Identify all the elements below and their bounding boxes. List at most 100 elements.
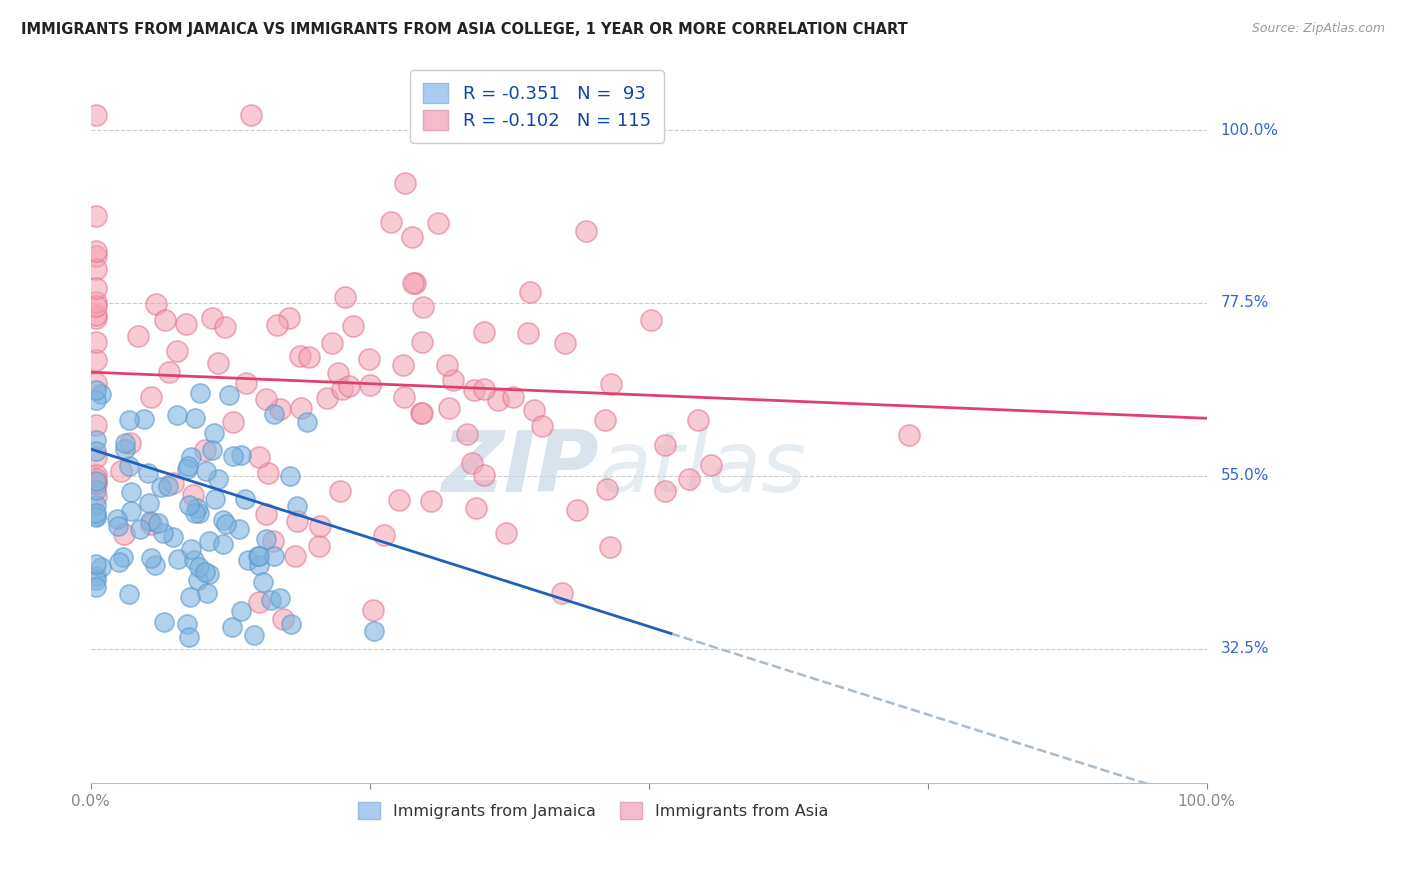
Point	[84, 474, 107, 488]
Point	[599, 376, 621, 391]
Point	[517, 326, 540, 340]
Point	[285, 499, 308, 513]
Point	[180, 450, 202, 464]
Point	[84, 467, 107, 482]
Point	[436, 358, 458, 372]
Point	[145, 297, 167, 311]
Point	[84, 262, 107, 277]
Point	[363, 624, 385, 638]
Point	[84, 443, 107, 458]
Point	[359, 351, 381, 366]
Point	[235, 491, 257, 506]
Point	[247, 595, 270, 609]
Point	[554, 335, 576, 350]
Point	[252, 575, 274, 590]
Point	[84, 509, 107, 524]
Point	[143, 558, 166, 573]
Point	[190, 385, 212, 400]
Point	[84, 335, 107, 350]
Legend: Immigrants from Jamaica, Immigrants from Asia: Immigrants from Jamaica, Immigrants from…	[352, 796, 834, 825]
Point	[596, 482, 619, 496]
Point	[699, 458, 721, 473]
Point	[280, 617, 302, 632]
Point	[194, 464, 217, 478]
Point	[392, 390, 415, 404]
Point	[288, 349, 311, 363]
Point	[298, 350, 321, 364]
Point	[105, 512, 128, 526]
Point	[342, 318, 364, 333]
Point	[599, 540, 621, 554]
Point	[114, 442, 136, 457]
Point	[221, 620, 243, 634]
Point	[214, 517, 236, 532]
Point	[394, 177, 416, 191]
Point	[326, 366, 349, 380]
Point	[391, 358, 413, 372]
Point	[404, 276, 426, 290]
Point	[263, 549, 285, 564]
Point	[139, 517, 162, 532]
Point	[898, 428, 921, 442]
Point	[110, 464, 132, 478]
Point	[488, 393, 510, 408]
Point	[333, 290, 356, 304]
Point	[502, 390, 524, 404]
Point	[162, 530, 184, 544]
Point	[84, 249, 107, 263]
Point	[90, 559, 112, 574]
Point	[84, 418, 107, 433]
Point	[221, 415, 243, 429]
Text: IMMIGRANTS FROM JAMAICA VS IMMIGRANTS FROM ASIA COLLEGE, 1 YEAR OR MORE CORRELAT: IMMIGRANTS FROM JAMAICA VS IMMIGRANTS FR…	[21, 22, 908, 37]
Point	[179, 590, 201, 604]
Point	[166, 344, 188, 359]
Point	[202, 426, 225, 441]
Point	[132, 412, 155, 426]
Point	[531, 419, 554, 434]
Point	[118, 458, 141, 473]
Point	[207, 472, 229, 486]
Point	[204, 491, 226, 506]
Point	[654, 437, 676, 451]
Point	[138, 495, 160, 509]
Point	[84, 311, 107, 326]
Point	[266, 318, 288, 332]
Point	[247, 549, 270, 564]
Point	[84, 299, 107, 313]
Point	[127, 328, 149, 343]
Point	[316, 392, 339, 406]
Point	[269, 401, 291, 416]
Point	[84, 490, 107, 504]
Point	[240, 108, 263, 122]
Point	[519, 285, 541, 299]
Point	[84, 581, 107, 595]
Point	[678, 472, 700, 486]
Point	[166, 552, 188, 566]
Point	[243, 627, 266, 641]
Point	[194, 443, 217, 458]
Point	[461, 456, 484, 470]
Point	[120, 484, 142, 499]
Point	[84, 508, 107, 523]
Point	[152, 525, 174, 540]
Point	[84, 433, 107, 447]
Point	[139, 514, 162, 528]
Point	[188, 560, 211, 574]
Point	[247, 450, 270, 465]
Point	[90, 387, 112, 401]
Point	[183, 507, 205, 521]
Point	[111, 549, 134, 564]
Point	[308, 539, 330, 553]
Point	[254, 392, 277, 406]
Text: Source: ZipAtlas.com: Source: ZipAtlas.com	[1251, 22, 1385, 36]
Point	[187, 506, 209, 520]
Text: 77.5%: 77.5%	[1220, 295, 1268, 310]
Point	[84, 498, 107, 512]
Point	[247, 558, 270, 572]
Point	[120, 436, 142, 450]
Point	[194, 565, 217, 579]
Text: 100.0%: 100.0%	[1220, 122, 1278, 137]
Point	[112, 526, 135, 541]
Point	[212, 513, 235, 527]
Point	[157, 365, 180, 379]
